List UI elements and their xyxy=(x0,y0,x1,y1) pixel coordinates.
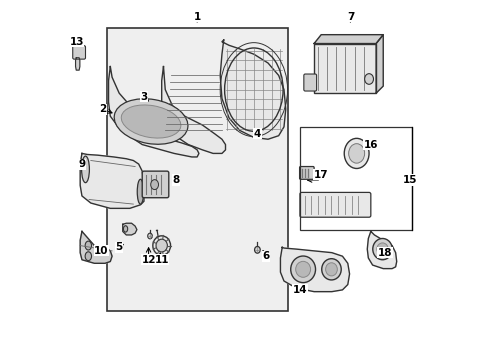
Polygon shape xyxy=(314,35,383,44)
Text: 11: 11 xyxy=(154,255,169,265)
FancyBboxPatch shape xyxy=(304,74,317,91)
Bar xyxy=(314,44,376,93)
FancyBboxPatch shape xyxy=(142,171,169,198)
Text: 13: 13 xyxy=(70,37,84,47)
Polygon shape xyxy=(376,35,383,93)
Bar xyxy=(107,28,288,311)
Polygon shape xyxy=(162,67,225,153)
Text: 15: 15 xyxy=(403,175,417,185)
Ellipse shape xyxy=(365,74,373,84)
Ellipse shape xyxy=(82,156,89,183)
Text: 7: 7 xyxy=(347,12,355,22)
Polygon shape xyxy=(75,58,80,70)
Ellipse shape xyxy=(349,144,365,163)
Text: 9: 9 xyxy=(78,159,86,169)
Polygon shape xyxy=(109,67,199,157)
Ellipse shape xyxy=(85,241,92,250)
Text: 16: 16 xyxy=(364,140,378,149)
Ellipse shape xyxy=(153,236,171,255)
Ellipse shape xyxy=(373,238,392,260)
Text: 12: 12 xyxy=(141,255,156,265)
Text: 17: 17 xyxy=(314,170,328,180)
Ellipse shape xyxy=(255,247,260,253)
FancyBboxPatch shape xyxy=(299,167,314,179)
Polygon shape xyxy=(80,153,144,208)
Ellipse shape xyxy=(291,256,316,283)
Text: 18: 18 xyxy=(378,248,392,258)
Polygon shape xyxy=(368,231,397,269)
Ellipse shape xyxy=(147,233,152,239)
Text: 14: 14 xyxy=(293,285,307,295)
Ellipse shape xyxy=(121,105,181,138)
Text: 4: 4 xyxy=(254,129,261,139)
Ellipse shape xyxy=(137,179,144,204)
Text: 6: 6 xyxy=(263,251,270,261)
Ellipse shape xyxy=(156,239,168,252)
Text: 5: 5 xyxy=(116,242,123,252)
Ellipse shape xyxy=(326,263,337,276)
Text: 1: 1 xyxy=(194,12,201,22)
Ellipse shape xyxy=(322,259,341,280)
Ellipse shape xyxy=(295,261,311,277)
Text: 8: 8 xyxy=(172,175,179,185)
Polygon shape xyxy=(122,223,137,235)
Polygon shape xyxy=(280,247,349,292)
FancyBboxPatch shape xyxy=(300,192,371,217)
Ellipse shape xyxy=(377,243,388,255)
Ellipse shape xyxy=(123,226,128,232)
Ellipse shape xyxy=(151,180,159,190)
Text: 3: 3 xyxy=(140,92,147,102)
Polygon shape xyxy=(220,40,286,139)
Ellipse shape xyxy=(114,99,188,144)
Ellipse shape xyxy=(85,252,92,261)
Bar xyxy=(300,127,412,230)
Ellipse shape xyxy=(344,138,369,168)
Polygon shape xyxy=(80,231,112,263)
Text: 2: 2 xyxy=(99,104,107,114)
Text: 10: 10 xyxy=(94,246,109,256)
FancyBboxPatch shape xyxy=(73,46,85,59)
